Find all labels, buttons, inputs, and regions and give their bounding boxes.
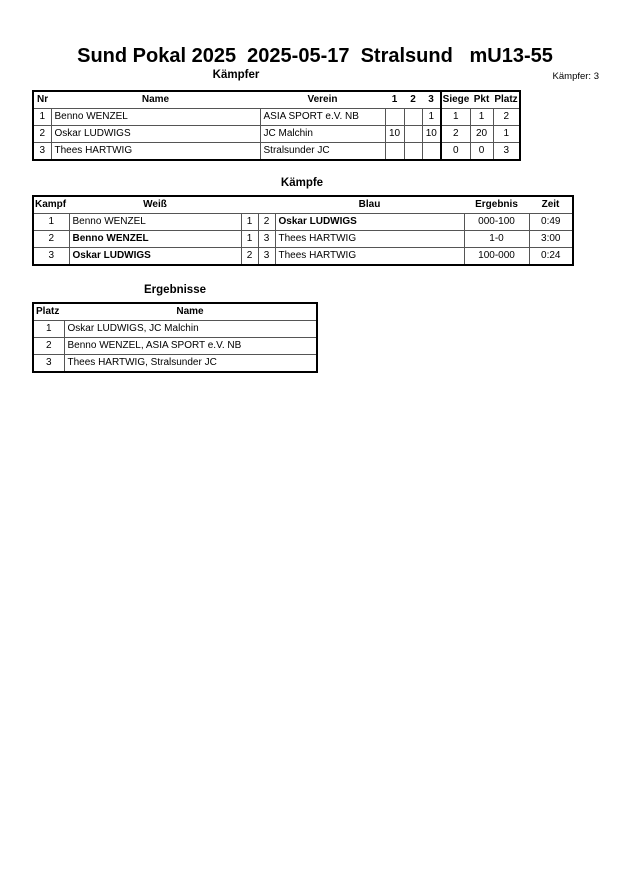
result-cell: 100-000 (463, 247, 530, 266)
name-cell: Thees HARTWIG (50, 142, 261, 161)
round2-cell (403, 125, 423, 143)
place-cell: 2 (32, 337, 65, 355)
round1-cell (384, 108, 405, 126)
results-table: Platz Name 1 Oskar LUDWIGS, JC Malchin 2 Be… (32, 302, 318, 373)
round1-cell: 10 (384, 125, 405, 143)
nr-cell: 1 (32, 108, 52, 126)
table-row: 1 Benno WENZEL ASIA SPORT e.V. NB 1 1 1 2 (32, 108, 521, 126)
wins-cell: 1 (440, 108, 471, 126)
table-row: 3 Oskar LUDWIGS 2 3 Thees HARTWIG 100-000 0:24 (32, 247, 574, 266)
white-fighter-cell: Oskar LUDWIGS (68, 247, 242, 266)
fights-section-title: Kämpfe (280, 177, 324, 189)
table-header-row: Nr Name Verein 1 2 3 Siege Pkt Platz (33, 91, 520, 109)
table-row: 3 Thees HARTWIG, Stralsunder JC (32, 354, 318, 373)
fighters-table: Nr Name Verein 1 2 3 Siege Pkt Platz 1 Be… (32, 90, 521, 161)
place-cell: 1 (32, 320, 65, 338)
points-cell: 1 (469, 108, 494, 126)
points-cell: 20 (469, 125, 494, 143)
name-cell: Benno WENZEL (50, 108, 261, 126)
white-fighter-cell: Benno WENZEL (68, 230, 242, 248)
blue-nr-cell: 3 (257, 247, 276, 266)
time-cell: 0:24 (528, 247, 574, 266)
col-header-club: Verein (260, 91, 385, 109)
fights-table: Kampf Weiß Blau Ergebnis Zeit 1 Benno WEN… (32, 195, 574, 266)
place-cell: 3 (32, 354, 65, 373)
white-nr-cell: 1 (240, 213, 259, 231)
wins-cell: 0 (440, 142, 471, 161)
col-header-wins: Siege (440, 91, 470, 109)
name-cell: Benno WENZEL, ASIA SPORT e.V. NB (63, 337, 318, 355)
table-header-row: Platz Name (33, 303, 317, 321)
results-section-title: Ergebnisse (144, 284, 206, 296)
wins-cell: 2 (440, 125, 471, 143)
place-cell: 3 (492, 142, 521, 161)
white-fighter-cell: Benno WENZEL (68, 213, 242, 231)
blue-nr-cell: 3 (257, 230, 276, 248)
fighters-section-title: Kämpfer (212, 69, 260, 81)
place-cell: 1 (492, 125, 521, 143)
table-row: 1 Benno WENZEL 1 2 Oskar LUDWIGS 000-100 0:49 (32, 213, 574, 231)
points-cell: 0 (469, 142, 494, 161)
col-header-white: Weiß (69, 196, 241, 214)
white-nr-cell: 1 (240, 230, 259, 248)
club-cell: Stralsunder JC (259, 142, 386, 161)
col-header-blue: Blau (275, 196, 464, 214)
place-cell: 2 (492, 108, 521, 126)
table-row: 3 Thees HARTWIG Stralsunder JC 0 0 3 (32, 142, 521, 161)
time-cell: 3:00 (528, 230, 574, 248)
time-cell: 0:49 (528, 213, 574, 231)
club-cell: JC Malchin (259, 125, 386, 143)
round3-cell (421, 142, 442, 161)
round3-cell: 10 (421, 125, 442, 143)
nr-cell: 3 (32, 142, 52, 161)
table-row: 2 Benno WENZEL 1 3 Thees HARTWIG 1-0 3:00 (32, 230, 574, 248)
col-header-3: 3 (422, 91, 441, 109)
nr-cell: 2 (32, 125, 52, 143)
table-row: 1 Oskar LUDWIGS, JC Malchin (32, 320, 318, 338)
result-cell: 1-0 (463, 230, 530, 248)
col-header-place: Platz (493, 91, 520, 109)
table-row: 2 Oskar LUDWIGS JC Malchin 10 10 2 20 1 (32, 125, 521, 143)
col-header-name: Name (51, 91, 260, 109)
col-header-1: 1 (385, 91, 404, 109)
table-header-row: Kampf Weiß Blau Ergebnis Zeit (33, 196, 573, 214)
round1-cell (384, 142, 405, 161)
white-nr-cell: 2 (240, 247, 259, 266)
fight-number-cell: 2 (32, 230, 70, 248)
blue-fighter-cell: Thees HARTWIG (274, 230, 465, 248)
round3-cell: 1 (421, 108, 442, 126)
col-header-2: 2 (404, 91, 422, 109)
name-cell: Oskar LUDWIGS, JC Malchin (63, 320, 318, 338)
fighter-count: Kämpfer: 3 (552, 71, 599, 82)
blue-nr-cell: 2 (257, 213, 276, 231)
col-header-points: Pkt (470, 91, 493, 109)
col-header-fight: Kampf (33, 196, 69, 214)
round2-cell (403, 108, 423, 126)
table-row: 2 Benno WENZEL, ASIA SPORT e.V. NB (32, 337, 318, 355)
fight-number-cell: 3 (32, 247, 70, 266)
page-title: Sund Pokal 2025 2025-05-17 Stralsund mU1… (77, 45, 553, 67)
result-cell: 000-100 (463, 213, 530, 231)
col-header-time: Zeit (529, 196, 573, 214)
club-cell: ASIA SPORT e.V. NB (259, 108, 386, 126)
col-header-nr: Nr (33, 91, 51, 109)
round2-cell (403, 142, 423, 161)
col-header-name: Name (64, 303, 317, 321)
blue-fighter-cell: Oskar LUDWIGS (274, 213, 465, 231)
name-cell: Thees HARTWIG, Stralsunder JC (63, 354, 318, 373)
blue-fighter-cell: Thees HARTWIG (274, 247, 465, 266)
fight-number-cell: 1 (32, 213, 70, 231)
name-cell: Oskar LUDWIGS (50, 125, 261, 143)
col-header-place: Platz (33, 303, 64, 321)
col-header-result: Ergebnis (464, 196, 529, 214)
